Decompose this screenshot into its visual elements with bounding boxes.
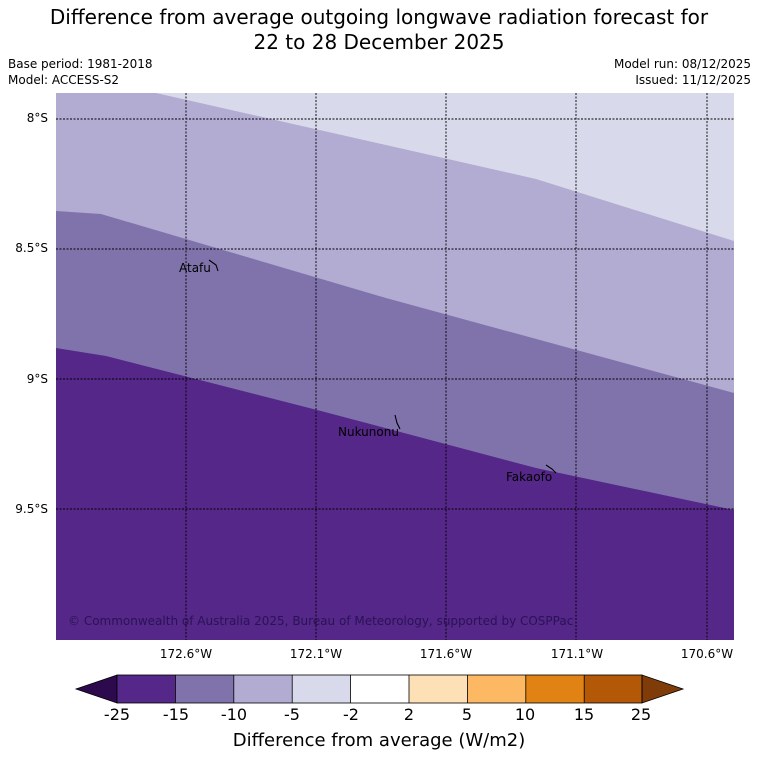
colorbar-bin-7 — [467, 675, 526, 703]
lon-label-170-6w: 170.6°W — [680, 647, 734, 661]
graticule — [56, 93, 734, 640]
colorbar-bin-3 — [233, 675, 293, 703]
colorbar-tick-label: -25 — [103, 705, 131, 724]
colorbar-title: Difference from average (W/m2) — [232, 730, 526, 751]
colorbar-tick-label: -2 — [343, 705, 359, 724]
colorbar-bin-4 — [292, 675, 351, 703]
colorbar-tick-label: -5 — [284, 705, 300, 724]
colorbar-tick-label: 25 — [630, 705, 652, 724]
lon-label-171-1w: 171.1°W — [550, 647, 604, 661]
place-label-nukunonu: Nukunonu — [338, 425, 399, 439]
colorbar-bin-6 — [409, 675, 468, 703]
copyright-notice: © Commonwealth of Australia 2025, Bureau… — [68, 614, 574, 628]
map-svg — [56, 93, 734, 640]
atoll-outlines — [208, 259, 557, 474]
atafu-outline — [208, 259, 219, 272]
fakaofo-outline — [545, 464, 557, 474]
lat-label-9s: 9°S — [26, 372, 48, 386]
colorbar — [74, 674, 685, 704]
model-run: Model run: 08/12/2025 — [613, 57, 751, 71]
model-name: Model: ACCESS-S2 — [8, 73, 120, 87]
nukunonu-outline — [394, 414, 401, 430]
lat-label-9-5s: 9.5°S — [15, 502, 48, 516]
lon-label-172-6w: 172.6°W — [159, 647, 213, 661]
meta-left: Base period: 1981-2018 Model: ACCESS-S2 — [8, 56, 153, 88]
place-label-fakaofo: Fakaofo — [506, 470, 553, 484]
colorbar-bin-9 — [584, 675, 642, 703]
place-label-atafu: Atafu — [179, 261, 211, 275]
lat-label-8s: 8°S — [26, 111, 48, 125]
map-area — [56, 93, 734, 640]
title-line-1: Difference from average outgoing longwav… — [49, 5, 709, 29]
meta-right: Model run: 08/12/2025 Issued: 11/12/2025 — [614, 56, 751, 88]
colorbar-tick-label: 5 — [461, 705, 473, 724]
colorbar-bin-8 — [525, 675, 585, 703]
colorbar-bin-2 — [175, 675, 234, 703]
colorbar-tick-label: 15 — [573, 705, 595, 724]
base-period: Base period: 1981-2018 — [8, 57, 153, 71]
title-line-2: 22 to 28 December 2025 — [253, 30, 505, 54]
colorbar-bin-5 — [350, 675, 409, 703]
band-dark — [56, 348, 734, 640]
map-title: Difference from average outgoing longwav… — [0, 5, 758, 55]
colorbar-extend-low — [74, 674, 118, 704]
lat-label-8-5s: 8.5°S — [15, 241, 48, 255]
colorbar-tick-label: -10 — [220, 705, 248, 724]
issued-date: Issued: 11/12/2025 — [635, 73, 751, 87]
colorbar-frame — [116, 674, 643, 704]
lon-label-171-6w: 171.6°W — [419, 647, 473, 661]
colorbar-tick-label: 10 — [514, 705, 536, 724]
colorbar-extend-high — [641, 674, 685, 704]
colorbar-bin-1 — [117, 675, 176, 703]
lon-label-172-1w: 172.1°W — [289, 647, 343, 661]
colorbar-dividers — [174, 675, 585, 703]
colorbar-tick-label: 2 — [403, 705, 415, 724]
colorbar-tick-label: -15 — [162, 705, 190, 724]
